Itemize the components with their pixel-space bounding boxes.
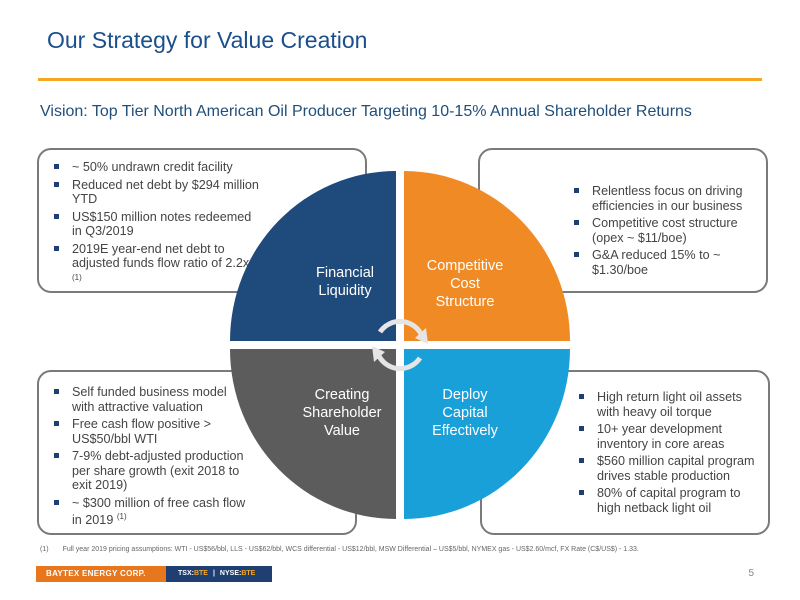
label-competitive-cost: Competitive Cost Structure — [426, 258, 504, 310]
list-item: $560 million capital program drives stab… — [575, 454, 765, 483]
footnote-ref: (1) — [72, 272, 82, 282]
quadrant-competitive-cost — [404, 171, 570, 341]
list-item: Competitive cost structure (opex ~ $11/b… — [570, 216, 760, 245]
cycle-arrows-icon — [372, 318, 428, 372]
list-item: Relentless focus on driving efficiencies… — [570, 184, 760, 213]
label-deploy-capital: Deploy Capital Effectively — [432, 387, 498, 439]
stock-tickers: TSX:BTE | NYSE:BTE — [166, 566, 272, 582]
list-item: Self funded business model with attracti… — [50, 385, 250, 414]
financial-liquidity-bullets: ~ 50% undrawn credit facility Reduced ne… — [50, 160, 260, 291]
brand-logo: BAYTEX ENERGY CORP. — [36, 566, 166, 582]
creating-value-bullets: Self funded business model with attracti… — [50, 385, 250, 531]
footnote: (1) Full year 2019 pricing assumptions: W… — [40, 546, 639, 553]
list-item: ~ 50% undrawn credit facility — [50, 160, 260, 175]
list-item: ~ $300 million of free cash flow in 2019… — [50, 496, 250, 528]
title-divider — [38, 78, 762, 81]
list-item: G&A reduced 15% to ~ $1.30/boe — [570, 248, 760, 277]
list-item: Reduced net debt by $294 million YTD — [50, 178, 260, 207]
quadrant-financial-liquidity — [230, 171, 396, 341]
vision-statement: Vision: Top Tier North American Oil Prod… — [40, 103, 692, 120]
quadrant-creating-value — [230, 349, 396, 519]
list-item: 10+ year development inventory in core a… — [575, 422, 765, 451]
footnote-ref: (1) — [116, 512, 127, 521]
list-item: High return light oil assets with heavy … — [575, 390, 765, 419]
page-number: 5 — [748, 568, 754, 579]
competitive-cost-bullets: Relentless focus on driving efficiencies… — [570, 184, 760, 280]
list-item: 80% of capital program to high netback l… — [575, 486, 765, 515]
label-financial-liquidity: Financial Liquidity — [315, 265, 375, 299]
circle-quadrants — [230, 171, 570, 519]
quadrant-deploy-capital — [404, 349, 570, 519]
deploy-capital-bullets: High return light oil assets with heavy … — [575, 390, 765, 518]
list-item: 7-9% debt-adjusted production per share … — [50, 449, 250, 493]
list-item: 2019E year-end net debt to adjusted fund… — [50, 242, 260, 289]
slide-title: Our Strategy for Value Creation — [47, 27, 368, 53]
list-item: US$150 million notes redeemed in Q3/2019 — [50, 210, 260, 239]
label-creating-value: Creating Shareholder Value — [302, 387, 382, 439]
list-item: Free cash flow positive > US$50/bbl WTI — [50, 417, 250, 446]
